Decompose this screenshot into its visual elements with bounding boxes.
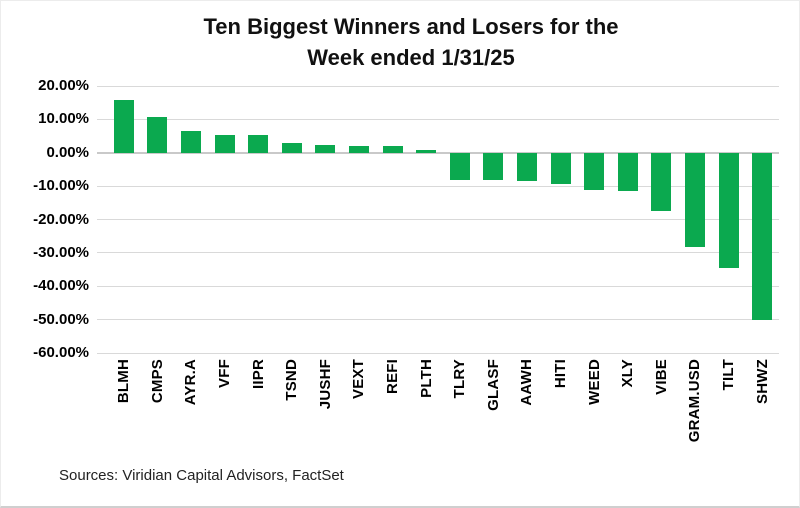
- x-axis-category-label: JUSHF: [316, 359, 334, 410]
- x-axis-label-cell: IIPR: [241, 359, 275, 463]
- x-axis-category-label: AYR.A: [182, 359, 200, 406]
- y-axis-tick-label: -50.00%: [33, 310, 89, 328]
- x-axis-label-cell: VEXT: [342, 359, 376, 463]
- chart-title-line2: Week ended 1/31/25: [307, 45, 515, 70]
- bar-ayr-a: [181, 131, 201, 153]
- x-axis-category-label: VFF: [216, 359, 234, 388]
- x-axis-category-label: AAWH: [518, 359, 536, 406]
- gridline: [97, 118, 779, 120]
- y-axis-tick-label: 20.00%: [38, 77, 89, 94]
- y-axis: 20.00% 10.00% 0.00% -10.00% -20.00% -30.00% -4…: [1, 1, 97, 401]
- chart-title: Ten Biggest Winners and Losers for the W…: [21, 11, 799, 73]
- x-axis-label-cell: SHWZ: [745, 359, 779, 463]
- x-axis-label-cell: VIBE: [645, 359, 679, 463]
- x-axis-label-cell: JUSHF: [309, 359, 343, 463]
- y-axis-tick-label: 0.00%: [46, 143, 89, 161]
- bar-tsnd: [281, 143, 302, 153]
- y-axis-tick-label: -40.00%: [33, 277, 89, 295]
- x-axis-category-label: GLASF: [484, 359, 502, 411]
- x-axis-label-cell: AYR.A: [174, 359, 208, 463]
- gridline: [97, 352, 779, 354]
- x-axis-category-label: TILT: [719, 359, 737, 391]
- x-axis-label-cell: REFI: [376, 359, 410, 463]
- x-axis-label-cell: WEED: [577, 359, 611, 463]
- y-axis-tick-label: 10.00%: [38, 110, 89, 128]
- x-axis-category-label: BLMH: [115, 359, 133, 404]
- x-axis-label-cell: XLY: [611, 359, 645, 463]
- x-axis-label-cell: VFF: [208, 359, 242, 463]
- bar-xly: [617, 152, 638, 191]
- x-axis-category-label: CMPS: [148, 359, 166, 404]
- gridline: [97, 219, 779, 220]
- zero-axis-line: [97, 151, 779, 154]
- x-axis-category-label: SHWZ: [753, 359, 771, 404]
- x-axis-labels: BLMH CMPS AYR.A VFF IIPR TSND JUSHF VEXT REFI PLT…: [107, 359, 779, 463]
- bar-glasf: [483, 152, 504, 181]
- x-axis-category-label: REFI: [384, 359, 402, 394]
- bar-tlry: [449, 152, 470, 180]
- x-axis-label-cell: GLASF: [477, 359, 511, 463]
- bar-weed: [584, 152, 605, 190]
- x-axis-label-cell: AAWH: [510, 359, 544, 463]
- bar-tilt: [718, 152, 739, 268]
- gridline: [97, 285, 779, 287]
- x-axis-label-cell: HITI: [544, 359, 578, 463]
- y-axis-tick-label: -60.00%: [33, 344, 89, 361]
- source-note: Sources: Viridian Capital Advisors, Fact…: [59, 467, 344, 484]
- x-axis-category-label: TSND: [283, 359, 301, 401]
- bar-vext: [349, 146, 369, 153]
- x-axis-category-label: IIPR: [249, 359, 267, 389]
- x-axis-label-cell: PLTH: [409, 359, 443, 463]
- y-axis-tick-label: -30.00%: [33, 243, 89, 261]
- x-axis-category-label: VIBE: [652, 359, 670, 395]
- gridline: [97, 85, 779, 87]
- bar-aawh: [517, 152, 537, 181]
- bar-blmh: [113, 100, 134, 153]
- bar-iipr: [248, 134, 269, 153]
- gridline: [97, 252, 779, 254]
- gridline: [97, 185, 779, 187]
- y-axis-tick-label: -20.00%: [33, 210, 89, 228]
- x-axis-category-label: VEXT: [350, 359, 368, 399]
- bar-vff: [214, 135, 235, 153]
- bar-gram-usd: [685, 152, 705, 247]
- plot-area: [97, 85, 779, 354]
- chart-title-line1: Ten Biggest Winners and Losers for the: [203, 14, 619, 39]
- y-axis-tick-label: -10.00%: [33, 177, 89, 195]
- bar-cmps: [147, 117, 168, 153]
- bar-hiti: [550, 152, 571, 184]
- x-axis-label-cell: TLRY: [443, 359, 477, 463]
- x-axis-label-cell: TILT: [712, 359, 746, 463]
- x-axis-category-label: TLRY: [451, 359, 469, 399]
- x-axis-category-label: WEED: [585, 359, 603, 405]
- x-axis-label-cell: TSND: [275, 359, 309, 463]
- x-axis-category-label: PLTH: [417, 359, 435, 398]
- x-axis-category-label: GRAM.USD: [686, 359, 704, 443]
- bar-plth: [416, 150, 437, 153]
- x-axis-label-cell: GRAM.USD: [678, 359, 712, 463]
- bar-jushf: [315, 145, 336, 153]
- bar-refi: [382, 145, 403, 153]
- x-axis-category-label: XLY: [619, 359, 637, 388]
- x-axis-label-cell: BLMH: [107, 359, 141, 463]
- gridline: [97, 319, 779, 321]
- x-axis-category-label: HITI: [552, 359, 570, 389]
- x-axis-label-cell: CMPS: [141, 359, 175, 463]
- bar-vibe: [651, 152, 672, 212]
- bar-shwz: [752, 152, 773, 321]
